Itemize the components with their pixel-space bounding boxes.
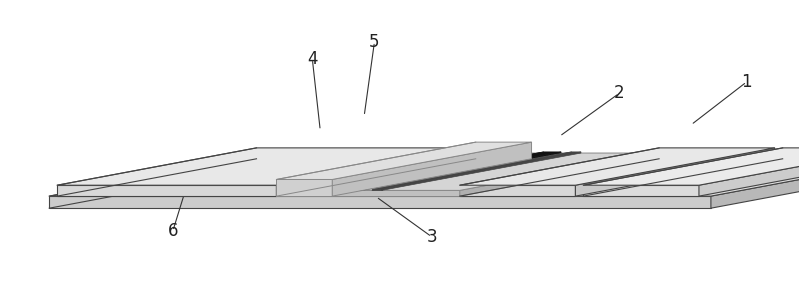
Polygon shape <box>362 152 561 190</box>
Polygon shape <box>460 148 774 185</box>
Polygon shape <box>344 189 362 190</box>
Polygon shape <box>57 148 476 185</box>
Polygon shape <box>57 185 277 196</box>
Text: 2: 2 <box>614 84 625 102</box>
Polygon shape <box>699 148 800 196</box>
Text: 3: 3 <box>426 228 438 246</box>
Polygon shape <box>372 152 581 189</box>
Polygon shape <box>277 153 659 190</box>
Polygon shape <box>382 152 581 190</box>
Text: 5: 5 <box>370 32 380 50</box>
Polygon shape <box>372 189 382 190</box>
Polygon shape <box>277 148 476 196</box>
Polygon shape <box>344 152 561 189</box>
Polygon shape <box>50 196 711 208</box>
Polygon shape <box>50 159 800 196</box>
Polygon shape <box>277 190 460 196</box>
Polygon shape <box>575 148 774 196</box>
Text: 6: 6 <box>167 222 178 240</box>
Polygon shape <box>711 159 800 208</box>
Polygon shape <box>583 185 699 196</box>
Polygon shape <box>583 148 800 185</box>
Text: 1: 1 <box>742 73 752 91</box>
Polygon shape <box>277 142 531 180</box>
Polygon shape <box>460 153 659 196</box>
Text: 4: 4 <box>307 50 318 68</box>
Polygon shape <box>332 142 531 196</box>
Polygon shape <box>277 180 332 196</box>
Polygon shape <box>460 185 575 196</box>
